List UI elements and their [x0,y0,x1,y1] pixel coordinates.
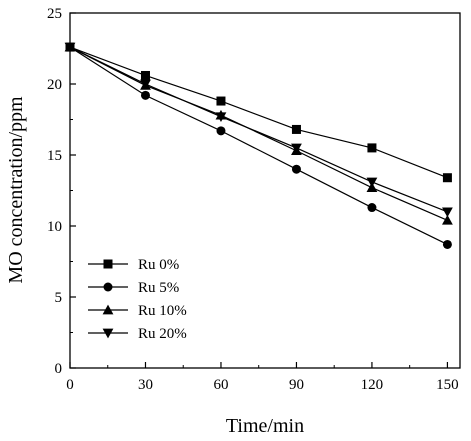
legend-marker [103,259,113,269]
data-point [216,96,226,106]
legend: Ru 0% Ru 5% Ru 10% Ru 20% [88,257,187,342]
x-tick-label: 120 [361,377,384,393]
data-point [291,164,301,174]
series-layer [64,41,453,249]
data-point [291,143,302,154]
x-tick-label: 30 [138,377,153,393]
data-point [140,70,150,80]
y-tick-label: 25 [47,6,62,22]
x-tick-label: 150 [436,377,459,393]
series-line [69,46,448,221]
legend-entry: Ru 0% [88,257,179,273]
legend-marker [103,282,113,292]
data-point [367,203,377,213]
data-point [216,126,226,136]
data-point [366,177,378,188]
data-point [140,90,150,100]
series-line [69,46,448,179]
data-point [442,214,453,225]
data-point [64,42,76,53]
data-point [442,239,452,249]
legend-label: Ru 0% [138,257,179,273]
data-point [215,112,227,123]
y-tick-label: 20 [47,77,62,93]
y-tick-label: 5 [55,290,63,306]
data-point [442,207,453,218]
series-ru-20- [64,42,453,218]
data-point [140,79,151,90]
series-line [69,46,448,213]
data-point [291,124,301,134]
series-line [69,46,448,245]
legend-entry: Ru 20% [88,326,187,342]
y-tick-label: 0 [55,361,63,377]
y-tick-label: 15 [47,148,62,164]
axis-ticks: 0 30 60 90 120 150 0 5 10 15 20 25 [47,6,459,393]
data-point [442,173,452,183]
x-axis-title: Time/min [226,415,304,437]
y-tick-label: 10 [47,219,62,235]
series-ru-10- [64,41,453,225]
series-ru-0- [65,42,452,183]
x-tick-label: 60 [213,377,228,393]
plot-frame [69,12,461,369]
legend-entry: Ru 5% [88,280,179,296]
y-axis-title: MO concentration/ppm [5,96,27,284]
legend-label: Ru 10% [138,303,187,319]
legend-label: Ru 20% [138,326,187,342]
legend-marker [102,304,114,315]
data-point [367,143,377,153]
legend-entry: Ru 10% [88,303,187,319]
x-tick-label: 90 [289,377,304,393]
legend-marker [102,328,114,339]
x-tick-label: 0 [66,377,74,393]
legend-label: Ru 5% [138,280,179,296]
